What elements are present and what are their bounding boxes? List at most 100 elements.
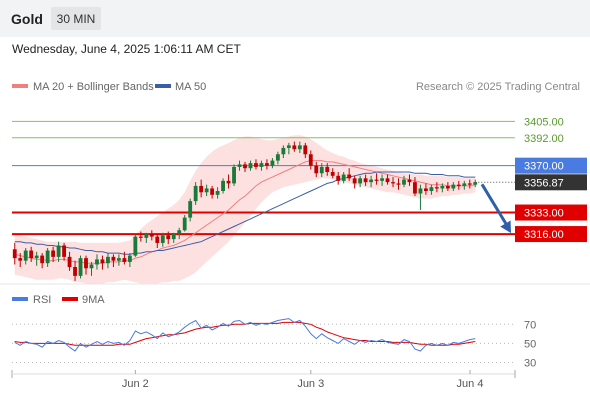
- rsi-line: [14, 318, 476, 352]
- rsi-tick-30: 30: [524, 357, 536, 369]
- rsi-ma-legend-swatch: [62, 297, 78, 301]
- candle-body: [84, 258, 88, 269]
- candle-body: [319, 166, 324, 174]
- time-tick-label-Jun-2: Jun 2: [122, 378, 149, 390]
- candle-body: [144, 234, 149, 238]
- candle-body: [369, 179, 374, 183]
- candle-body: [254, 163, 258, 167]
- candle-body: [78, 258, 83, 276]
- candle-body: [100, 259, 105, 264]
- candle-body: [259, 163, 264, 167]
- candle-body: [336, 175, 341, 181]
- forecast-arrow-shaft: [480, 183, 510, 228]
- candle-body: [358, 178, 363, 184]
- ma20-legend-swatch: [12, 84, 28, 88]
- candle-body: [199, 185, 204, 193]
- level-label-3405.00: 3405.00: [524, 116, 564, 128]
- candle-body: [456, 184, 461, 186]
- ma50-line: [14, 171, 476, 255]
- time-axis: Jun 2 Jun 3 Jun 4: [11, 370, 516, 390]
- candle-body: [12, 249, 17, 259]
- rsi-legend: RSI 9MA: [12, 294, 105, 306]
- last-price-badge: [515, 174, 587, 191]
- candle-body: [270, 160, 275, 166]
- rsi-legend-swatch: [12, 297, 28, 301]
- candle-body: [133, 236, 138, 256]
- candle-body: [226, 180, 231, 184]
- candle-body: [374, 179, 379, 181]
- candle-body: [188, 201, 193, 218]
- candle-body: [177, 230, 182, 235]
- rsi-tick-70: 70: [524, 319, 536, 331]
- timeframe-badge[interactable]: 30 MIN: [51, 7, 101, 30]
- candle-body: [18, 258, 23, 261]
- candle-body: [286, 145, 291, 148]
- forecast-arrow-head: [500, 220, 511, 234]
- credit-text: Research © 2025 Trading Central: [416, 81, 580, 93]
- ma50-legend-label: MA 50: [175, 81, 206, 93]
- rsi-ma-legend-label: 9MA: [82, 294, 105, 306]
- candle-body: [23, 250, 28, 261]
- candle-body: [396, 183, 401, 185]
- candle-body: [116, 258, 121, 261]
- candle-body: [221, 180, 225, 191]
- candle-body: [204, 188, 209, 193]
- candle-body: [193, 185, 198, 202]
- candle-body: [440, 185, 445, 189]
- level-badge-3333.00: [515, 204, 587, 221]
- candle-body: [281, 147, 286, 155]
- candle-body: [330, 172, 335, 176]
- bollinger-band: [14, 135, 476, 285]
- candle-body: [111, 256, 116, 261]
- candle-body: [56, 245, 61, 257]
- candle-body: [473, 182, 478, 185]
- candle-body: [210, 188, 215, 195]
- candle-body: [89, 264, 94, 269]
- candle-body: [138, 236, 143, 238]
- rsi-plot: 70 50 30: [12, 318, 536, 369]
- candle-body: [265, 163, 269, 166]
- top-bar: Gold 30 MIN: [0, 0, 590, 37]
- candle-body: [445, 185, 450, 189]
- price-plot: 3405.00 3392.00 3370.00 3333.00 3316.00 3356.…: [12, 116, 587, 285]
- candle-body: [243, 164, 247, 169]
- candle-body: [232, 166, 236, 184]
- candle-body: [314, 165, 319, 174]
- candle-body: [106, 256, 110, 264]
- candle-body: [73, 267, 77, 276]
- candle-body: [429, 187, 434, 191]
- candle-body: [297, 145, 302, 150]
- candle-body: [451, 184, 456, 189]
- candle-body: [149, 234, 154, 237]
- main-legend: MA 20 + Bollinger Bands MA 50 Research ©…: [12, 81, 580, 93]
- candle-body: [34, 255, 39, 259]
- candle-body: [45, 250, 50, 264]
- candle-body: [308, 154, 313, 166]
- candle-body: [95, 259, 99, 265]
- candle-body: [62, 245, 67, 257]
- time-tick-label-Jun-4: Jun 4: [457, 378, 484, 390]
- candle-body: [40, 255, 45, 264]
- candle-body: [413, 182, 417, 194]
- candle-body: [127, 255, 132, 262]
- level-label-3370.00: 3370.00: [524, 161, 564, 173]
- candle-body: [391, 182, 395, 184]
- candle-body: [325, 166, 330, 172]
- candle-body: [385, 178, 390, 183]
- candle-body: [347, 174, 352, 179]
- candle-body: [29, 250, 34, 259]
- candle-body: [292, 145, 297, 150]
- level-badge-3370.00: [515, 157, 587, 174]
- ma20-legend-label: MA 20 + Bollinger Bands: [33, 81, 154, 93]
- candle-body: [418, 188, 423, 194]
- candle-body: [303, 145, 308, 155]
- candle-body: [160, 235, 165, 243]
- candle-body: [380, 178, 384, 181]
- level-label-3392.00: 3392.00: [524, 133, 564, 145]
- asset-title: Gold: [11, 11, 43, 27]
- level-badge-3316.00: [515, 226, 587, 243]
- candle-body: [462, 183, 467, 186]
- last-price-label: 3356.87: [524, 177, 564, 189]
- level-label-3316.00: 3316.00: [524, 229, 564, 241]
